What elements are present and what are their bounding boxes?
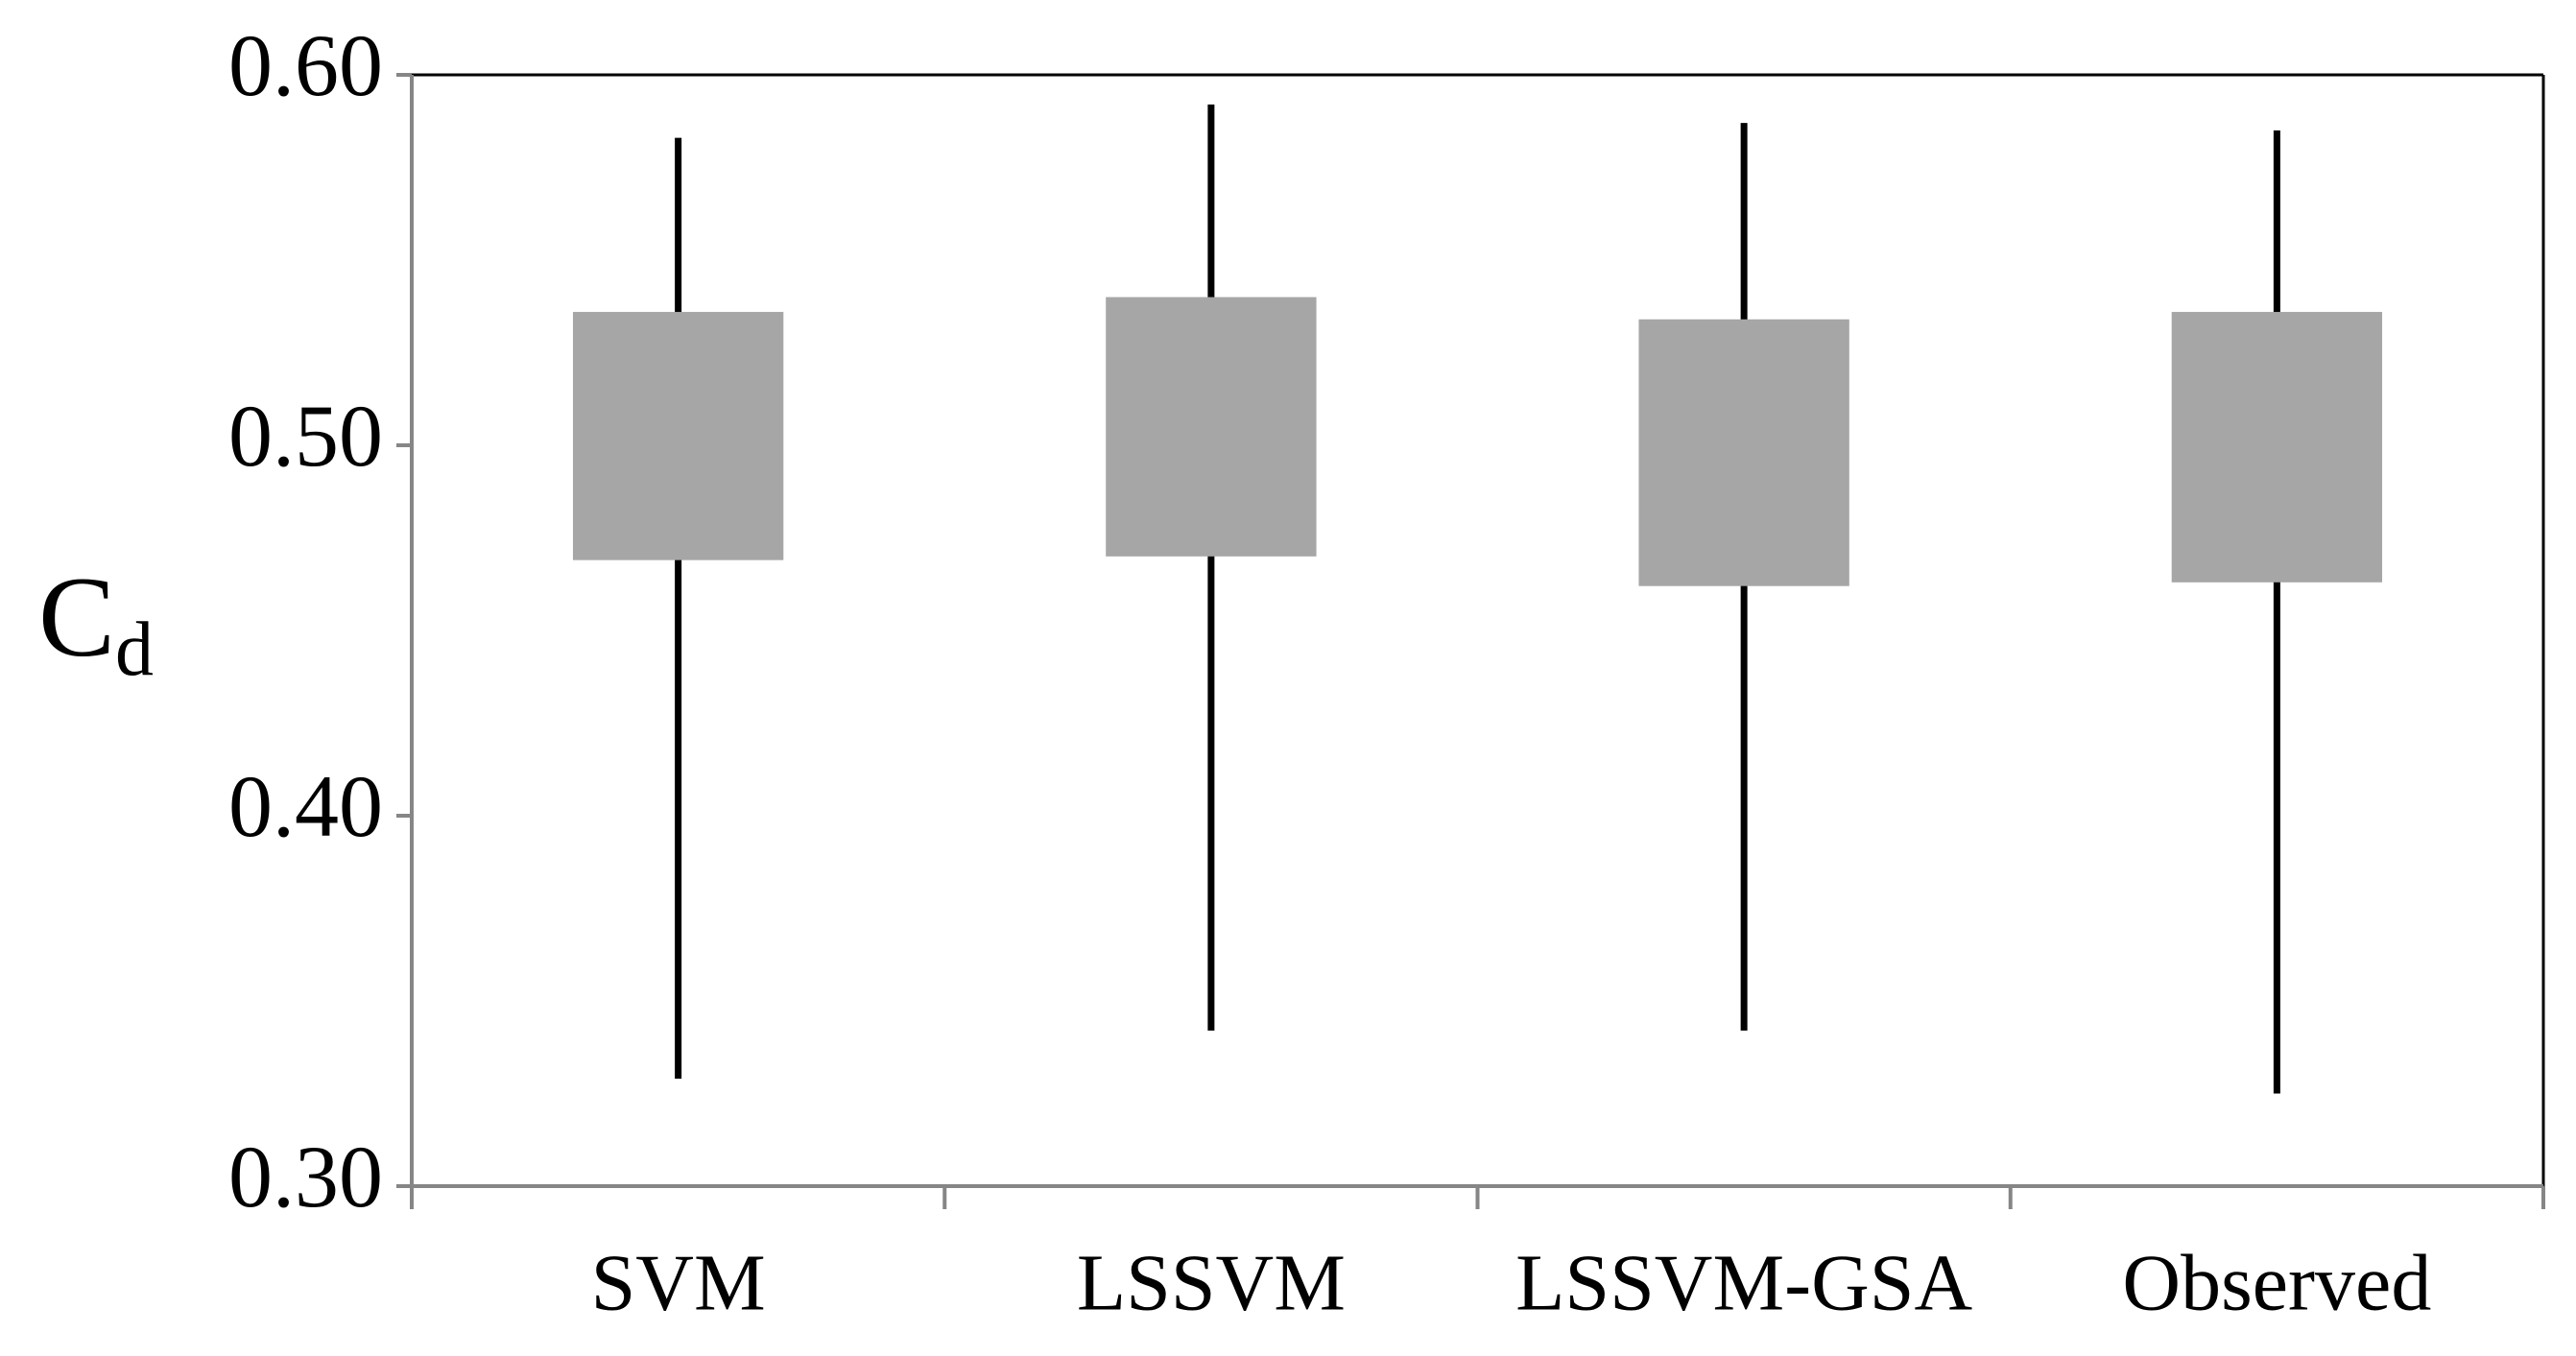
box <box>2171 312 2383 583</box>
box <box>1106 297 1317 557</box>
x-tick-label: Observed <box>2122 1238 2431 1327</box>
y-tick-label: 0.30 <box>228 1128 383 1225</box>
box <box>572 312 784 560</box>
y-tick-label: 0.40 <box>228 757 383 855</box>
y-axis-label: Cd <box>38 553 154 693</box>
y-label-main: C <box>38 553 115 680</box>
box <box>1638 319 1849 586</box>
x-tick-label: LSSVM <box>1077 1238 1346 1327</box>
y-tick-label: 0.50 <box>228 387 383 485</box>
x-tick-label: SVM <box>591 1238 766 1327</box>
x-tick-label: LSSVM-GSA <box>1515 1238 1972 1327</box>
y-tick-label: 0.60 <box>228 16 383 114</box>
y-label-subscript: d <box>115 607 154 692</box>
